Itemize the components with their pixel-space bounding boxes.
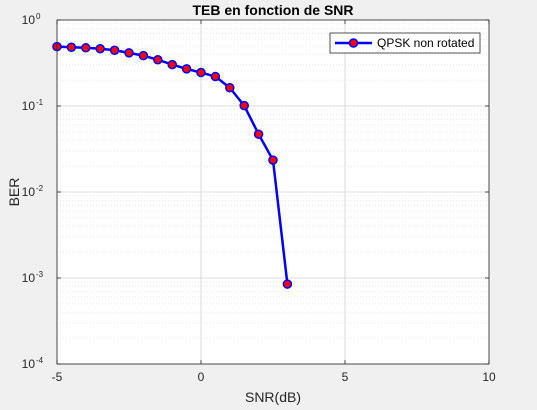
- y-tick-label: 10: [22, 271, 36, 285]
- data-point: [124, 48, 134, 58]
- data-point: [95, 44, 105, 54]
- data-point: [66, 42, 77, 53]
- data-point: [239, 100, 249, 111]
- x-tick-labels: -5 0 5 10: [52, 370, 496, 384]
- ticks: [56, 19, 490, 365]
- series-layer: [52, 41, 293, 289]
- data-point: [225, 83, 235, 93]
- data-point: [210, 71, 221, 82]
- data-point: [253, 129, 264, 139]
- y-tick-exponent: -4: [36, 356, 44, 365]
- y-tick-label: 10: [22, 99, 36, 113]
- x-tick-label: 0: [198, 370, 205, 384]
- y-tick-exponent: -3: [36, 270, 44, 279]
- y-tick-exponent: 0: [36, 12, 41, 21]
- x-tick-label: 5: [342, 370, 349, 384]
- legend-marker-sample: [348, 38, 359, 48]
- x-axis-label: SNR(dB): [245, 389, 301, 405]
- legend-entry-qpsk-non-rotated: QPSK non rotated: [377, 36, 474, 50]
- data-point: [81, 43, 91, 53]
- x-tick-label: -5: [52, 370, 63, 384]
- chart-title: TEB en fonction de SNR: [193, 2, 354, 18]
- y-tick-exponent: -2: [36, 184, 44, 193]
- data-point: [167, 59, 177, 70]
- x-tick-label: 10: [482, 370, 496, 384]
- data-point: [268, 155, 278, 165]
- legend-box: [329, 32, 481, 54]
- legend: QPSK non rotated: [329, 32, 481, 54]
- data-point: [109, 45, 120, 55]
- y-tick-label: 10: [22, 185, 36, 199]
- y-tick-label: 10: [22, 357, 36, 371]
- data-point: [196, 67, 206, 78]
- y-tick-exponent: -1: [36, 98, 44, 107]
- y-axis-label: BER: [6, 178, 22, 207]
- data-point: [138, 50, 149, 61]
- y-tick-label: 10: [22, 13, 36, 27]
- minor-grid: [57, 23, 489, 339]
- data-point: [181, 64, 192, 74]
- data-point: [153, 54, 163, 65]
- data-point: [282, 279, 293, 289]
